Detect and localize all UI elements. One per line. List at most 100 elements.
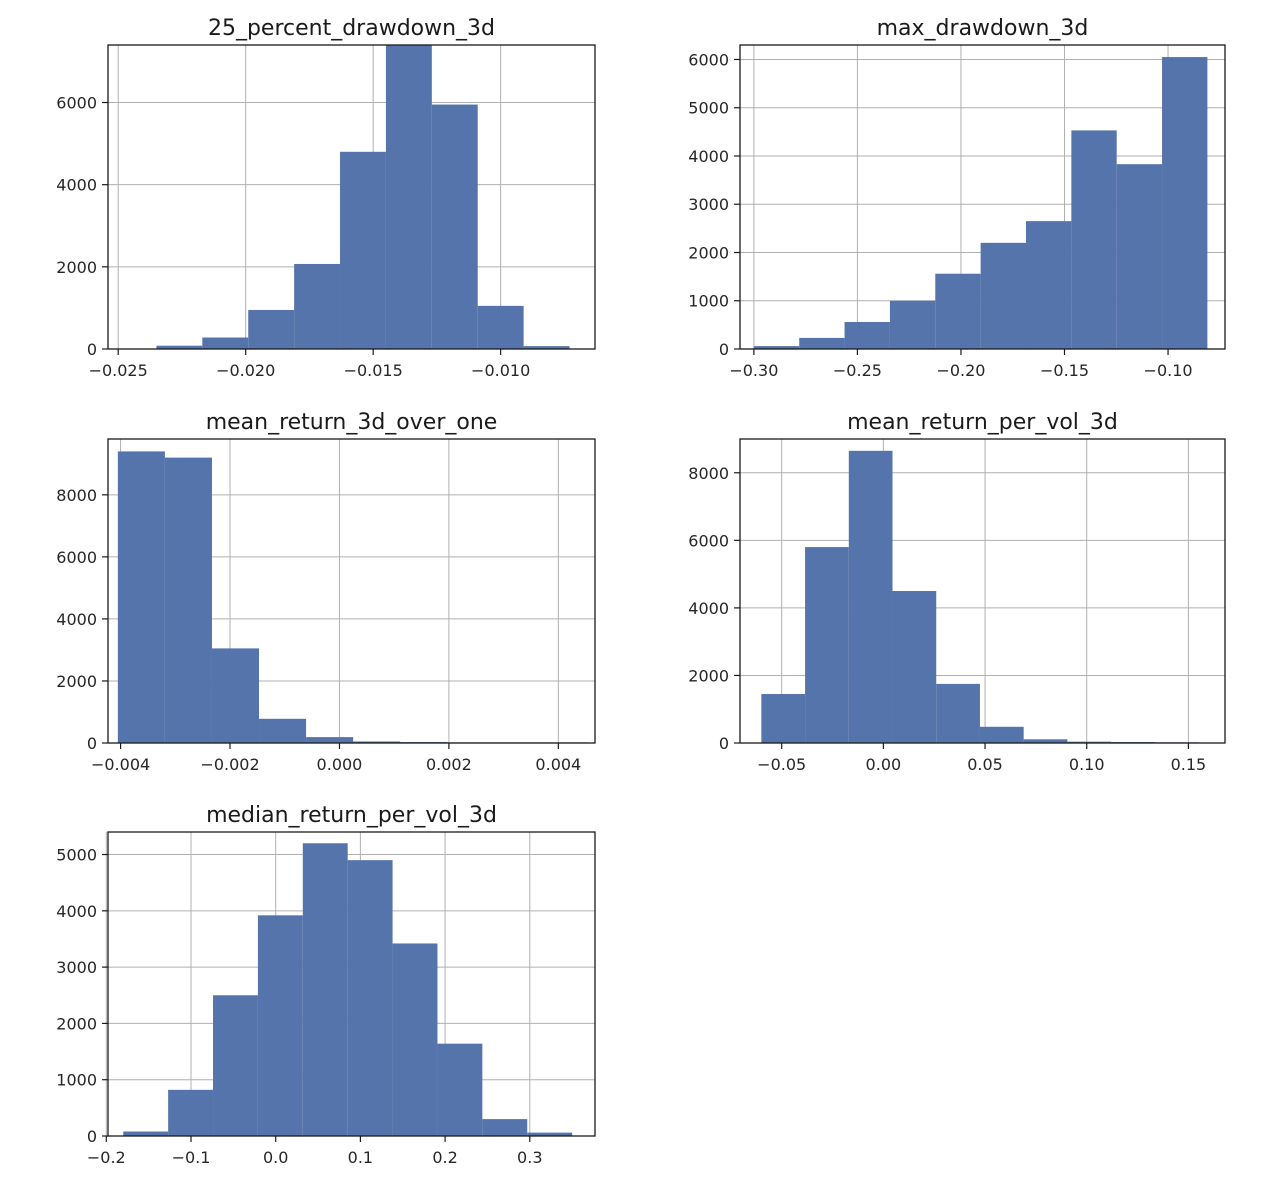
histogram-bar — [259, 718, 307, 743]
histogram-panel-1: −0.025 −0.020 −0.015 −0.010 0 2000 4000 6000 25_… — [56, 16, 596, 380]
y-tick-label: 3000 — [688, 195, 729, 214]
x-tick-label: −0.10 — [1144, 361, 1193, 380]
y-tick-label: 8000 — [56, 486, 97, 505]
histogram-bar — [117, 451, 165, 743]
x-tick-label: 0.0 — [263, 1148, 288, 1167]
x-tick-label: −0.004 — [91, 755, 150, 774]
histogram-panel-5: −0.2 −0.1 0.0 0.1 0.2 0.3 0 1000 2000 3000 4000 500… — [56, 803, 596, 1167]
y-tick-label: 6000 — [56, 94, 97, 113]
histogram-bar — [431, 104, 478, 349]
y-tick-label: 4000 — [688, 599, 729, 618]
histogram-bar — [257, 915, 303, 1136]
x-tick-label: 0.3 — [517, 1148, 542, 1167]
x-tick-label: −0.002 — [200, 755, 259, 774]
histogram-bar — [753, 346, 800, 349]
chart-title: mean_return_per_vol_3d — [847, 410, 1118, 435]
y-tick-label: 4000 — [56, 176, 97, 195]
y-tick-label: 0 — [719, 734, 729, 753]
histogram-bar — [1067, 741, 1112, 743]
y-tick-label: 2000 — [56, 672, 97, 691]
histogram-panel-2: −0.30 −0.25 −0.20 −0.15 −0.10 0 1000 2000 3000 40… — [688, 16, 1226, 380]
y-tick-label: 5000 — [56, 846, 97, 865]
chart-title: max_drawdown_3d — [877, 16, 1089, 41]
histogram-bar — [1023, 739, 1068, 743]
y-tick-label: 0 — [719, 340, 729, 359]
y-tick-label: 6000 — [688, 531, 729, 550]
y-tick-label: 0 — [87, 340, 97, 359]
x-tick-label: −0.20 — [936, 361, 985, 380]
histogram-bar — [477, 305, 524, 349]
chart-title: mean_return_3d_over_one — [206, 410, 498, 435]
x-tick-label: 0.004 — [535, 755, 581, 774]
y-tick-label: 2000 — [688, 243, 729, 262]
histogram-bar — [844, 321, 890, 349]
histogram-bar — [156, 345, 203, 349]
histogram-bar — [213, 995, 258, 1136]
axes-frame — [107, 438, 596, 744]
y-tick-label: 6000 — [56, 548, 97, 567]
histogram-bar — [353, 741, 401, 743]
histogram-bar — [302, 843, 348, 1136]
histogram-bar — [482, 1119, 528, 1136]
x-tick-label: 0.000 — [317, 755, 363, 774]
x-tick-label: −0.1 — [172, 1148, 211, 1167]
histogram-bar — [1025, 221, 1072, 349]
y-tick-label: 2000 — [56, 1014, 97, 1033]
y-tick-label: 4000 — [688, 147, 729, 166]
histogram-bar — [889, 300, 936, 349]
histogram-panel-3: −0.004 −0.002 0.000 0.002 0.004 0 2000 4000 6000… — [56, 410, 596, 774]
axes-frame — [107, 44, 596, 350]
x-tick-label: −0.010 — [471, 361, 530, 380]
y-tick-label: 3000 — [56, 958, 97, 977]
y-tick-label: 4000 — [56, 902, 97, 921]
histogram-bar — [437, 1043, 483, 1136]
x-tick-label: −0.15 — [1040, 361, 1089, 380]
y-tick-label: 0 — [87, 734, 97, 753]
y-tick-label: 5000 — [688, 99, 729, 118]
histogram-bar — [294, 263, 341, 349]
x-tick-label: −0.25 — [833, 361, 882, 380]
x-tick-label: −0.015 — [344, 361, 403, 380]
x-tick-label: −0.2 — [87, 1148, 126, 1167]
histogram-bar — [805, 547, 849, 743]
y-tick-label: 8000 — [688, 464, 729, 483]
x-tick-label: 0.002 — [426, 755, 472, 774]
x-tick-label: −0.05 — [757, 755, 806, 774]
histogram-bar — [761, 694, 806, 743]
histogram-bar — [892, 591, 937, 743]
histogram-bar — [527, 1132, 573, 1136]
x-tick-label: 0.1 — [348, 1148, 373, 1167]
x-tick-label: 0.10 — [1069, 755, 1105, 774]
histogram-bar — [936, 683, 980, 743]
y-tick-label: 2000 — [56, 258, 97, 277]
histogram-bar — [123, 1131, 169, 1136]
histogram-bar — [935, 273, 981, 349]
x-tick-label: −0.025 — [89, 361, 148, 380]
histogram-bar — [1116, 164, 1163, 349]
axes-frame — [739, 438, 1226, 744]
histogram-panel-4: −0.05 0.00 0.05 0.10 0.15 0 2000 4000 6000 8000 me… — [688, 410, 1226, 774]
y-tick-label: 6000 — [688, 50, 729, 69]
histogram-bar — [980, 242, 1026, 349]
histogram-bar — [306, 737, 354, 743]
axes-frame — [739, 44, 1226, 350]
y-tick-label: 4000 — [56, 610, 97, 629]
x-tick-label: 0.15 — [1171, 755, 1207, 774]
histogram-bar — [340, 151, 386, 349]
histogram-bar — [1162, 57, 1208, 350]
histogram-bar — [164, 457, 212, 743]
histogram-bar — [202, 337, 249, 349]
y-tick-label: 0 — [87, 1127, 97, 1146]
x-tick-label: −0.020 — [216, 361, 275, 380]
x-tick-label: 0.00 — [866, 755, 902, 774]
y-tick-label: 2000 — [688, 666, 729, 685]
histogram-bar — [848, 450, 893, 743]
y-tick-label: 1000 — [56, 1071, 97, 1090]
histogram-bar — [347, 860, 393, 1136]
histogram-bar — [211, 648, 260, 743]
axes-frame — [107, 831, 596, 1137]
histogram-bar — [392, 943, 438, 1136]
histogram-bar — [385, 45, 432, 349]
